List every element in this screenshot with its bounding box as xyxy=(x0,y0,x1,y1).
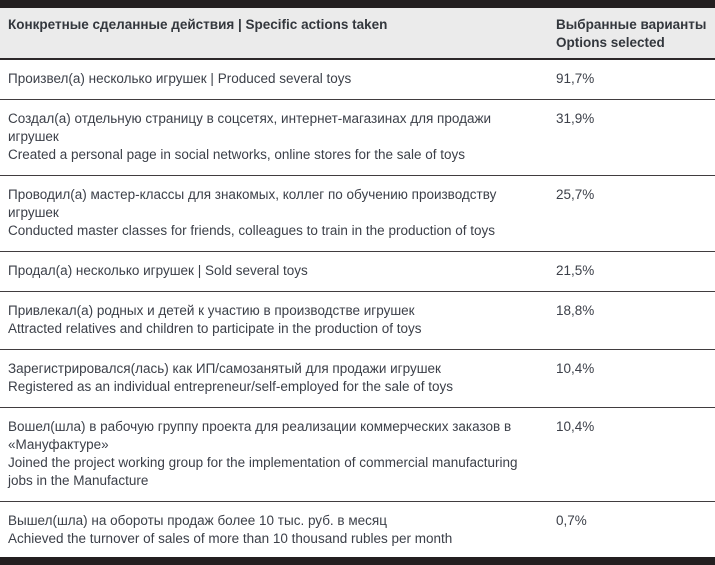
action-cell: Привлекал(а) родных и детей к участию в … xyxy=(0,292,548,349)
action-text-ru: Вошел(шла) в рабочую группу проекта для … xyxy=(8,419,512,452)
action-text-en: Attracted relatives and children to part… xyxy=(8,321,422,336)
action-text-en: Created a personal page in social networ… xyxy=(8,147,466,162)
table-bottom-border xyxy=(0,557,715,565)
action-text-en: Conducted master classes for friends, co… xyxy=(8,223,496,238)
percent-value: 0,7% xyxy=(556,513,587,528)
percent-value: 21,5% xyxy=(556,263,595,278)
action-text-ru: Привлекал(а) родных и детей к участию в … xyxy=(8,303,415,318)
action-cell: Произвел(а) несколько игрушек | Produced… xyxy=(0,60,548,99)
table-row: Вошел(шла) в рабочую группу проекта для … xyxy=(0,407,715,501)
column-header-options-line1: Выбранные варианты xyxy=(556,17,707,32)
table-header-row: Конкретные сделанные действия | Specific… xyxy=(0,8,715,60)
action-text-en: Joined the project working group for the… xyxy=(8,455,518,488)
table-top-border xyxy=(0,0,715,8)
table-row: Продал(а) несколько игрушек | Sold sever… xyxy=(0,251,715,291)
action-text-ru: Зарегистрировался(лась) как ИП/самозанят… xyxy=(8,361,441,376)
action-text-en: Achieved the turnover of sales of more t… xyxy=(8,531,453,546)
action-text-ru: Произвел(а) несколько игрушек | Produced… xyxy=(8,71,352,86)
column-header-actions-label: Конкретные сделанные действия | Specific… xyxy=(8,17,388,32)
percent-value: 18,8% xyxy=(556,303,595,318)
table-row: Зарегистрировался(лась) как ИП/самозанят… xyxy=(0,349,715,407)
column-header-options-line2: Options selected xyxy=(556,35,665,50)
table-row: Вышел(шла) на обороты продаж более 10 ты… xyxy=(0,501,715,559)
action-cell: Вышел(шла) на обороты продаж более 10 ты… xyxy=(0,502,548,559)
percent-value: 10,4% xyxy=(556,419,595,434)
action-cell: Зарегистрировался(лась) как ИП/самозанят… xyxy=(0,350,548,407)
table-body: Произвел(а) несколько игрушек | Produced… xyxy=(0,60,715,559)
action-text-ru: Проводил(а) мастер-классы для знакомых, … xyxy=(8,187,497,220)
table-row: Проводил(а) мастер-классы для знакомых, … xyxy=(0,175,715,251)
action-text-ru: Создал(а) отдельную страницу в соцсетях,… xyxy=(8,111,492,144)
action-text-ru: Вышел(шла) на обороты продаж более 10 ты… xyxy=(8,513,387,528)
column-header-options: Выбранные варианты Options selected xyxy=(548,8,715,58)
action-cell: Вошел(шла) в рабочую группу проекта для … xyxy=(0,408,548,501)
percent-value: 25,7% xyxy=(556,187,595,202)
action-text-en: Registered as an individual entrepreneur… xyxy=(8,379,453,394)
table-row: Привлекал(а) родных и детей к участию в … xyxy=(0,291,715,349)
table-row: Создал(а) отдельную страницу в соцсетях,… xyxy=(0,99,715,175)
action-cell: Создал(а) отдельную страницу в соцсетях,… xyxy=(0,100,548,175)
column-header-actions: Конкретные сделанные действия | Specific… xyxy=(0,8,548,58)
percent-value: 31,9% xyxy=(556,111,595,126)
table-row: Произвел(а) несколько игрушек | Produced… xyxy=(0,60,715,99)
percent-value: 10,4% xyxy=(556,361,595,376)
action-text-ru: Продал(а) несколько игрушек | Sold sever… xyxy=(8,263,308,278)
percent-value: 91,7% xyxy=(556,71,595,86)
action-cell: Продал(а) несколько игрушек | Sold sever… xyxy=(0,252,548,291)
action-cell: Проводил(а) мастер-классы для знакомых, … xyxy=(0,176,548,251)
